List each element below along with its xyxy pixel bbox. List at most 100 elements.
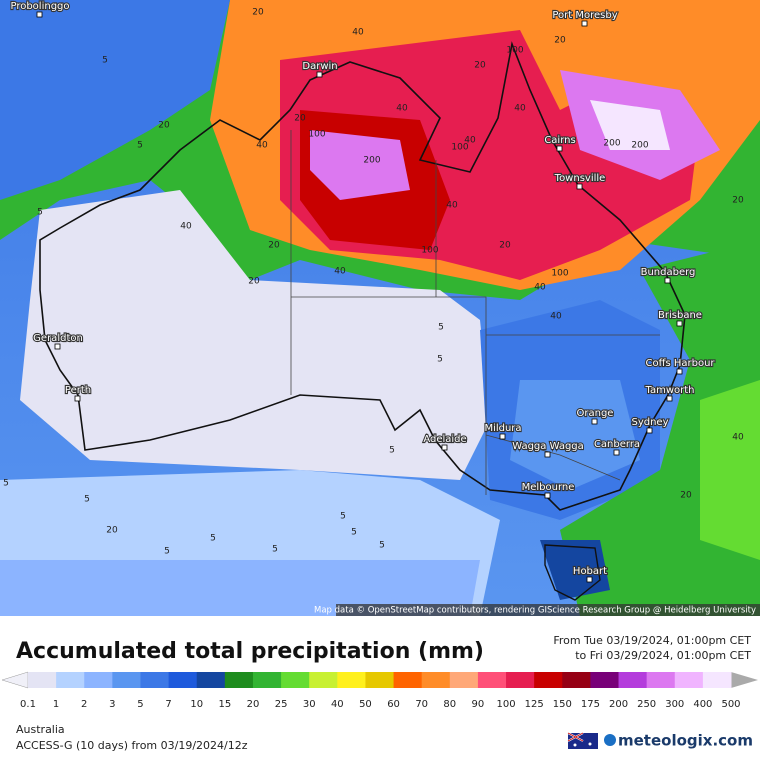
city-marker <box>646 427 653 434</box>
rain-area <box>0 0 230 200</box>
flag <box>567 732 598 749</box>
contour-label: 40 <box>534 283 546 293</box>
contour-label: 5 <box>37 208 43 218</box>
legend-tick-label: 0.1 <box>20 699 36 710</box>
contour-label: 5 <box>437 355 443 365</box>
city-label: Brisbane <box>658 310 702 321</box>
contour-label: 5 <box>379 541 385 551</box>
rain-area <box>310 130 410 200</box>
contour-label: 200 <box>363 156 380 166</box>
city-label: Townsville <box>554 173 606 184</box>
city-label: Canberra <box>594 439 640 450</box>
legend-tick-label: 200 <box>609 699 628 710</box>
city-marker <box>576 183 583 190</box>
city-marker <box>544 451 551 458</box>
city-label: Orange <box>577 408 614 419</box>
legend-tick-label: 3 <box>109 699 115 710</box>
city-marker <box>316 71 323 78</box>
legend-tick-label: 15 <box>218 699 231 710</box>
region: Australia <box>16 723 65 736</box>
legend-tick-label: 50 <box>359 699 372 710</box>
legend-swatch <box>84 672 113 688</box>
legend-swatch <box>393 672 423 688</box>
contour-label: 40 <box>180 222 192 232</box>
legend-arrow-low <box>1 671 29 689</box>
legend-swatch <box>421 672 451 688</box>
city-label: Adelaide <box>423 434 466 445</box>
legend-swatch <box>506 672 535 688</box>
date-from: From Tue 03/19/2024, 01:00pm CET <box>553 634 751 647</box>
contour-label: 5 <box>438 323 444 333</box>
contour-label: 200 <box>631 141 648 151</box>
city-label: Mildura <box>484 423 521 434</box>
contour-label: 20 <box>680 491 692 501</box>
contour-label: 5 <box>3 479 9 489</box>
legend-tick-label: 60 <box>387 699 400 710</box>
city-label: Geraldton <box>33 333 83 344</box>
city-marker <box>676 368 683 375</box>
contour-label: 40 <box>464 136 476 146</box>
contour-label: 40 <box>334 267 346 277</box>
legend-tick-label: 40 <box>331 699 344 710</box>
city-marker <box>676 320 683 327</box>
legend-tick-label: 300 <box>665 699 684 710</box>
city-marker <box>586 576 593 583</box>
legend-swatch <box>590 672 620 688</box>
contour-label: 20 <box>499 241 511 251</box>
city-label: Bundaberg <box>641 267 696 278</box>
city-label: Melbourne <box>522 482 575 493</box>
city-marker <box>581 20 588 27</box>
city-marker <box>36 11 43 18</box>
city-marker <box>499 433 506 440</box>
city-label: Tamworth <box>645 385 695 396</box>
contour-label: 5 <box>389 446 395 456</box>
attribution-bg <box>336 604 760 616</box>
model-run: ACCESS-G (10 days) from 03/19/2024/12z <box>16 739 248 752</box>
legend-swatch <box>28 672 57 688</box>
contour-label: 100 <box>506 46 523 56</box>
city-marker <box>54 343 61 350</box>
legend-tick-label: 100 <box>496 699 515 710</box>
contour-label: 5 <box>102 56 108 66</box>
city-label: Sydney <box>631 417 668 428</box>
brand[interactable]: meteologix.com <box>618 732 753 750</box>
legend-swatch <box>140 672 170 688</box>
legend-swatch <box>112 672 141 688</box>
city-label: Darwin <box>302 61 337 72</box>
contour-label: 40 <box>352 28 364 38</box>
legend-arrow-high <box>731 672 758 688</box>
city-label: Perth <box>65 385 91 396</box>
legend-tick-label: 10 <box>190 699 203 710</box>
city-label: Cairns <box>544 135 575 146</box>
title: Accumulated total precipitation (mm) <box>16 639 484 664</box>
rain-area <box>540 540 610 600</box>
contour-label: 100 <box>451 143 468 153</box>
contour-label: 20 <box>268 241 280 251</box>
legend-tick-label: 400 <box>693 699 712 710</box>
tasmania-coast <box>544 544 601 601</box>
rain-area <box>0 560 480 616</box>
legend-tick-label: 1 <box>53 699 59 710</box>
contour-label: 5 <box>340 512 346 522</box>
rain-area <box>510 380 640 490</box>
contour-label: 5 <box>210 534 216 544</box>
contour-label: 100 <box>308 130 325 140</box>
legend-swatch <box>309 672 338 688</box>
legend-tick-label: 30 <box>303 699 316 710</box>
legend-swatch <box>477 672 507 688</box>
city-label: Port Moresby <box>552 10 617 21</box>
map: Map data © OpenStreetMap contributors, r… <box>0 0 760 616</box>
date-to: to Fri 03/29/2024, 01:00pm CET <box>575 649 751 662</box>
legend-swatch <box>281 672 310 688</box>
contour-label: 100 <box>421 246 438 256</box>
legend-tick-label: 70 <box>415 699 428 710</box>
logo-icon <box>604 734 616 746</box>
city-label: Coffs Harbour <box>645 358 715 369</box>
state-border <box>290 130 660 495</box>
contour-label: 40 <box>732 433 744 443</box>
contour-label: 20 <box>248 277 260 287</box>
legend-tick-label: 500 <box>721 699 740 710</box>
legend-swatch <box>337 672 366 688</box>
contour-label: 20 <box>252 8 264 18</box>
